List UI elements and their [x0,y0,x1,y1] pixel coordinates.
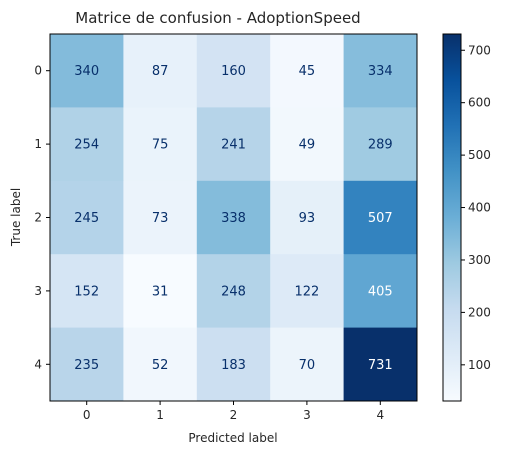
heatmap-cell [123,254,198,329]
heatmap-cell [270,254,345,329]
cell-value-label: 75 [152,138,169,153]
heatmap-cell [270,34,345,108]
y-axis-ticks: 0 1 2 3 4 [34,64,50,371]
colorbar-tick-label: 400 [468,201,491,215]
x-tick-label: 0 [83,408,91,422]
x-tick-label: 1 [156,408,164,422]
cell-value-label: 70 [299,358,316,373]
cell-value-label: 160 [221,64,246,79]
x-axis-ticks: 0 1 2 3 4 [83,401,384,422]
y-tick-label: 3 [34,284,42,298]
heatmap-cell [123,107,198,182]
cell-value-label: 93 [299,211,316,226]
heatmap-cell [270,327,345,402]
heatmap-cell [50,34,124,108]
cell-value-label: 122 [294,284,319,299]
heatmap-cell [270,180,345,255]
cell-value-label: 248 [221,284,246,299]
x-tick-label: 3 [303,408,311,422]
cell-value-label: 731 [368,358,393,373]
cell-value-label: 52 [152,358,169,373]
colorbar-tick-label: 500 [468,148,491,162]
y-tick-label: 4 [34,357,42,371]
cell-value-label: 183 [221,358,246,373]
heatmap-cell [50,107,124,182]
cell-value-label: 338 [221,211,246,226]
y-tick-label: 1 [34,137,42,151]
cell-value-label: 289 [368,138,393,153]
y-tick-label: 2 [34,211,42,225]
heatmap-cells [50,34,418,402]
heatmap-cell [196,327,271,402]
cell-value-label: 73 [152,211,169,226]
heatmap-cell [196,107,271,182]
heatmap-cell [196,34,271,108]
cell-value-label: 49 [299,138,316,153]
heatmap-cell [270,107,345,182]
cell-value-labels: 340 87 160 45 334 254 75 241 49 289 245 73 338 93 507 1… [74,64,392,373]
x-tick-label: 2 [230,408,238,422]
chart-title: Matrice de confusion - AdoptionSpeed [75,9,360,27]
heatmap-cell [343,254,418,329]
colorbar-tick-label: 600 [468,96,491,110]
y-tick-label: 0 [34,64,42,78]
cell-value-label: 45 [299,64,316,79]
y-axis-label: True label [9,188,23,247]
heatmap-cell [50,327,124,402]
colorbar [442,33,462,402]
heatmap-cell [343,180,418,255]
cell-value-label: 87 [152,64,169,79]
heatmap-cell [50,180,124,255]
cell-value-label: 31 [152,284,169,299]
cell-value-label: 245 [74,211,99,226]
colorbar-tick-label: 300 [468,253,491,267]
colorbar-tick-label: 700 [468,43,491,57]
heatmap-cell [123,180,198,255]
cell-value-label: 241 [221,138,246,153]
cell-value-label: 507 [368,211,393,226]
heatmap-cell [343,34,418,108]
cell-value-label: 334 [368,64,393,79]
cell-value-label: 152 [74,284,99,299]
colorbar-tick-label: 100 [468,358,491,372]
cell-value-label: 254 [74,138,99,153]
colorbar-ticks: 100 200 300 400 500 600 700 [461,43,491,372]
heatmap-cell [123,34,198,108]
x-tick-label: 4 [376,408,384,422]
heatmap-cell [343,327,418,402]
heatmap-cell [196,254,271,329]
x-axis-label: Predicted label [188,431,277,445]
heatmap-cell [123,327,198,402]
cell-value-label: 405 [368,284,393,299]
colorbar-tick-label: 200 [468,305,491,319]
cell-value-label: 340 [74,64,99,79]
heatmap-cell [343,107,418,182]
heatmap-cell [50,254,124,329]
heatmap-cell [196,180,271,255]
cell-value-label: 235 [74,358,99,373]
